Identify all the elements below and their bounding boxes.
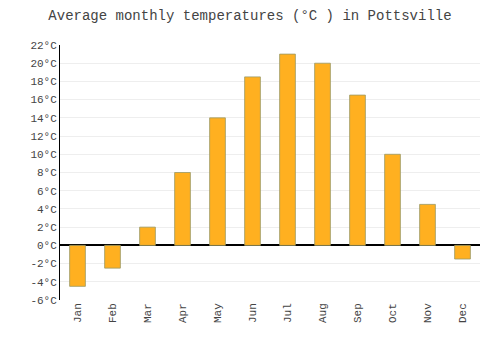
svg-text:20°C: 20°C: [30, 58, 57, 70]
svg-text:Feb: Feb: [107, 303, 119, 323]
svg-text:Nov: Nov: [422, 303, 434, 323]
svg-text:Jun: Jun: [247, 303, 259, 323]
svg-text:-6°C: -6°C: [30, 295, 57, 307]
svg-text:Aug: Aug: [317, 303, 329, 323]
svg-text:6°C: 6°C: [37, 186, 57, 198]
svg-text:8°C: 8°C: [37, 167, 57, 179]
svg-text:Dec: Dec: [457, 303, 469, 323]
svg-text:18°C: 18°C: [30, 76, 57, 88]
svg-text:16°C: 16°C: [30, 94, 57, 106]
svg-text:May: May: [212, 303, 224, 323]
svg-text:0°C: 0°C: [37, 240, 57, 252]
svg-text:14°C: 14°C: [30, 113, 57, 125]
svg-text:12°C: 12°C: [30, 131, 57, 143]
svg-text:Average monthly temperatures (: Average monthly temperatures (°C ) in Po…: [48, 8, 451, 24]
svg-text:2°C: 2°C: [37, 222, 57, 234]
svg-text:4°C: 4°C: [37, 204, 57, 216]
svg-text:22°C: 22°C: [30, 40, 57, 52]
svg-text:Sep: Sep: [352, 303, 364, 323]
svg-text:10°C: 10°C: [30, 149, 57, 161]
svg-text:Jul: Jul: [282, 303, 294, 323]
svg-text:Apr: Apr: [177, 303, 189, 323]
svg-text:Oct: Oct: [387, 303, 399, 323]
svg-text:Jan: Jan: [72, 303, 84, 323]
svg-text:Mar: Mar: [142, 303, 154, 323]
svg-text:-4°C: -4°C: [30, 277, 57, 289]
svg-text:-2°C: -2°C: [30, 258, 57, 270]
